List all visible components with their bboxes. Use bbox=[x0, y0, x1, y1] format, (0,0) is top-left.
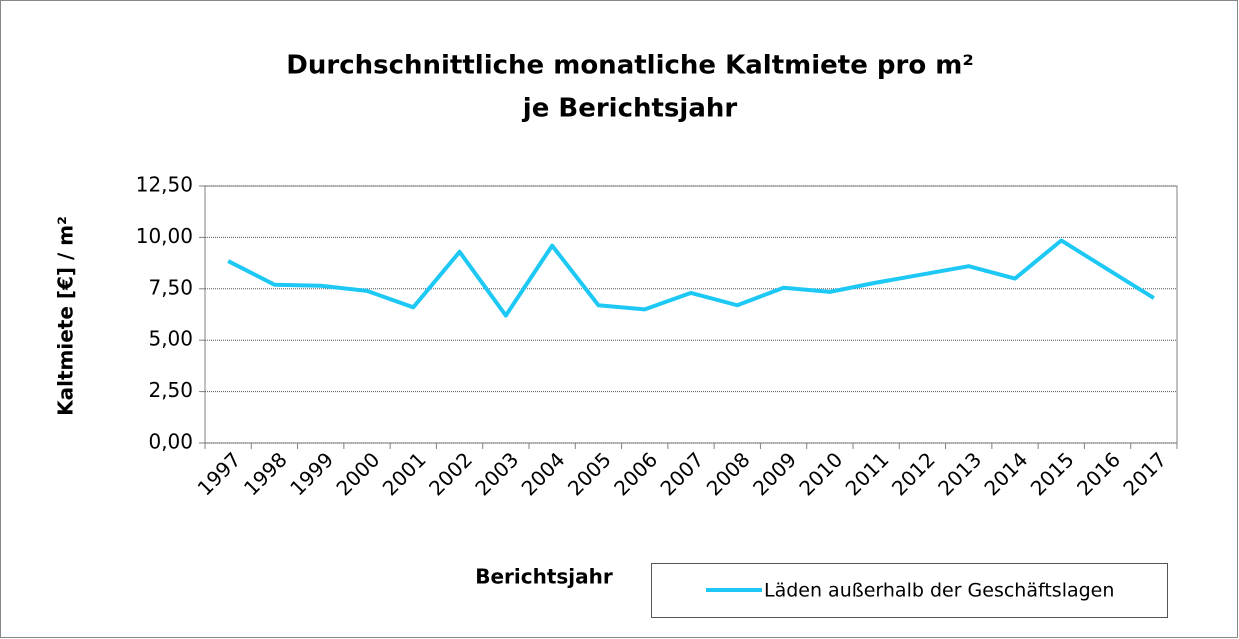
y-tick-label: 10,00 bbox=[136, 224, 193, 248]
y-tick-label: 12,50 bbox=[136, 173, 193, 197]
legend-label: Läden außerhalb der Geschäftslagen bbox=[764, 580, 1114, 602]
y-tick-label: 7,50 bbox=[148, 275, 193, 299]
y-tick-label: 5,00 bbox=[148, 327, 193, 351]
data-line bbox=[227, 238, 1155, 318]
y-tick-label: 2,50 bbox=[148, 378, 193, 402]
chart-title: Durchschnittliche monatliche Kaltmiete p… bbox=[286, 51, 973, 81]
y-tick-label: 0,00 bbox=[148, 430, 193, 454]
chart-title: je Berichtsjahr bbox=[522, 94, 738, 124]
y-axis-label: Kaltmiete [€] / m² bbox=[54, 216, 78, 416]
plot-area bbox=[204, 185, 1178, 444]
x-axis-label: Berichtsjahr bbox=[475, 565, 613, 589]
